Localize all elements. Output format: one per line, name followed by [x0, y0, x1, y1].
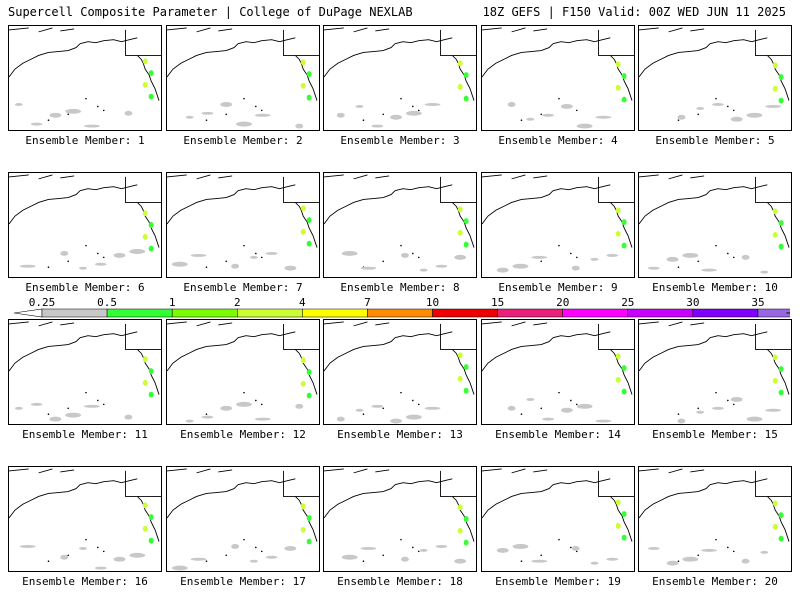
- map-outline: [324, 321, 476, 424]
- colorbar-tick-label: 1: [169, 296, 176, 309]
- map-outline: [324, 468, 476, 564]
- colorbar-tick-label: 15: [491, 296, 504, 309]
- member-map-panel: [8, 172, 162, 278]
- colorbar-segment: [692, 308, 759, 318]
- member-map-panel: [323, 25, 477, 131]
- colorbar-segment: [562, 308, 629, 318]
- member-map-panel: [8, 25, 162, 131]
- map-outline: [324, 174, 476, 272]
- member-caption: Ensemble Member: 14: [495, 428, 621, 441]
- member-map-panel: [166, 172, 320, 278]
- colorbar-segment: [106, 308, 173, 318]
- colorbar-tick-label: 0.25: [29, 296, 56, 309]
- map-outline: [167, 321, 319, 423]
- map-outline: [482, 27, 634, 129]
- colorbar-tick-label: 25: [621, 296, 634, 309]
- member-caption: Ensemble Member: 8: [340, 281, 460, 294]
- colorbar-segment: [237, 308, 303, 318]
- map-outline: [9, 321, 161, 422]
- member-map-panel: [481, 172, 635, 278]
- member-map-panel: [323, 172, 477, 278]
- colorbar-left-arrow: [13, 308, 43, 318]
- member-caption: Ensemble Member: 11: [22, 428, 148, 441]
- colorbar-segment: [302, 308, 368, 318]
- map-outline: [482, 468, 634, 565]
- member-caption: Ensemble Member: 5: [655, 134, 775, 147]
- member-caption: Ensemble Member: 12: [180, 428, 306, 441]
- map-outline: [167, 468, 319, 571]
- member-caption: Ensemble Member: 4: [498, 134, 618, 147]
- member-caption: Ensemble Member: 9: [498, 281, 618, 294]
- colorbar-tick-label: 7: [364, 296, 371, 309]
- member-caption: Ensemble Member: 1: [25, 134, 145, 147]
- member-map-panel: [481, 25, 635, 131]
- colorbar-legend: 0.25 0.5 1 2 4 7 10 15 20 25 30 35: [13, 296, 790, 318]
- colorbar-segment: [367, 308, 433, 318]
- member-caption: Ensemble Member: 16: [22, 575, 148, 588]
- member-map-panel: [638, 172, 792, 278]
- member-map-panel: [481, 466, 635, 572]
- map-outline: [639, 27, 791, 122]
- colorbar-segment: [432, 308, 498, 318]
- map-outline: [324, 27, 476, 128]
- colorbar-tick-label: 20: [556, 296, 569, 309]
- colorbar-segment: [171, 308, 238, 318]
- member-map-panel: [8, 466, 162, 572]
- member-map-panel: [638, 319, 792, 425]
- member-map-panel: [323, 466, 477, 572]
- map-outline: [639, 468, 791, 566]
- member-map-panel: [166, 319, 320, 425]
- member-map-panel: [8, 319, 162, 425]
- run-info: 18Z GEFS | F150 Valid: 00Z WED JUN 11 20…: [482, 5, 786, 19]
- colorbar-segment: [497, 308, 563, 318]
- member-caption: Ensemble Member: 18: [337, 575, 463, 588]
- map-outline: [482, 321, 634, 423]
- colorbar-segment: [627, 308, 694, 318]
- colorbar-tick-label: 2: [234, 296, 241, 309]
- member-caption: Ensemble Member: 10: [652, 281, 778, 294]
- member-caption: Ensemble Member: 3: [340, 134, 460, 147]
- colorbar-tick-label: 10: [426, 296, 439, 309]
- map-outline: [167, 174, 319, 271]
- map-outline: [9, 27, 161, 128]
- member-caption: Ensemble Member: 15: [652, 428, 778, 441]
- member-caption: Ensemble Member: 6: [25, 281, 145, 294]
- member-caption: Ensemble Member: 20: [652, 575, 778, 588]
- colorbar-segment: [757, 308, 790, 318]
- colorbar-segment: [41, 308, 108, 318]
- member-caption: Ensemble Member: 17: [180, 575, 306, 588]
- colorbar-tick-label: 4: [299, 296, 306, 309]
- map-outline: [639, 174, 791, 274]
- colorbar-tick-label: 35: [751, 296, 764, 309]
- colorbar-tick-label: 0.5: [97, 296, 117, 309]
- map-outline: [9, 174, 161, 270]
- member-caption: Ensemble Member: 7: [183, 281, 303, 294]
- colorbar-right-arrow: [785, 312, 790, 314]
- member-map-panel: [323, 319, 477, 425]
- chart-title: Supercell Composite Parameter | College …: [8, 5, 413, 19]
- map-outline: [482, 174, 634, 273]
- member-map-panel: [481, 319, 635, 425]
- member-caption: Ensemble Member: 19: [495, 575, 621, 588]
- colorbar-tick-label: 30: [686, 296, 699, 309]
- member-caption: Ensemble Member: 13: [337, 428, 463, 441]
- member-map-panel: [166, 466, 320, 572]
- map-outline: [9, 468, 161, 570]
- member-caption: Ensemble Member: 2: [183, 134, 303, 147]
- member-map-panel: [166, 25, 320, 131]
- map-outline: [639, 321, 791, 424]
- member-map-panel: [638, 466, 792, 572]
- member-map-panel: [638, 25, 792, 131]
- map-outline: [167, 27, 319, 129]
